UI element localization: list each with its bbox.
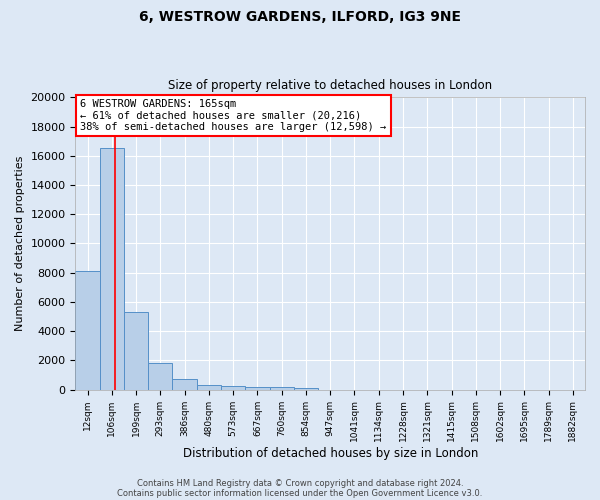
Bar [172, 380, 197, 390]
Bar [197, 385, 221, 390]
Bar [148, 362, 172, 390]
Y-axis label: Number of detached properties: Number of detached properties [15, 156, 25, 331]
Bar [221, 386, 245, 390]
Bar [294, 388, 318, 390]
Bar [76, 271, 100, 390]
Text: 6, WESTROW GARDENS, ILFORD, IG3 9NE: 6, WESTROW GARDENS, ILFORD, IG3 9NE [139, 10, 461, 24]
Title: Size of property relative to detached houses in London: Size of property relative to detached ho… [168, 79, 492, 92]
Bar [245, 386, 269, 390]
Bar [100, 148, 124, 390]
Text: Contains public sector information licensed under the Open Government Licence v3: Contains public sector information licen… [118, 488, 482, 498]
Bar [124, 312, 148, 390]
X-axis label: Distribution of detached houses by size in London: Distribution of detached houses by size … [182, 447, 478, 460]
Text: Contains HM Land Registry data © Crown copyright and database right 2024.: Contains HM Land Registry data © Crown c… [137, 478, 463, 488]
Text: 6 WESTROW GARDENS: 165sqm
← 61% of detached houses are smaller (20,216)
38% of s: 6 WESTROW GARDENS: 165sqm ← 61% of detac… [80, 99, 387, 132]
Bar [269, 387, 294, 390]
